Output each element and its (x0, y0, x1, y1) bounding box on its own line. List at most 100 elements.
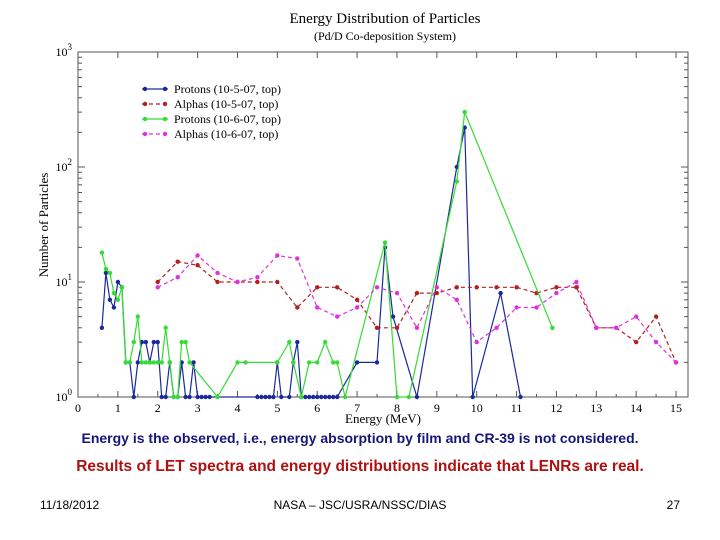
data-point (291, 360, 296, 365)
data-point (187, 360, 192, 365)
x-tick-label: 4 (234, 401, 240, 415)
data-point (494, 285, 499, 290)
data-point (151, 360, 156, 365)
data-point (634, 339, 639, 345)
data-point (518, 394, 523, 400)
legend-marker (142, 101, 148, 107)
data-point (574, 285, 579, 290)
legend-label: Alphas (10-6-07, top) (174, 127, 278, 141)
data-point (187, 394, 192, 400)
series-1 (99, 125, 523, 400)
x-tick-label: 7 (354, 401, 360, 415)
data-point (183, 339, 188, 345)
data-point (382, 240, 388, 245)
data-point (554, 290, 559, 296)
data-point (215, 394, 220, 400)
data-point (215, 270, 220, 276)
data-point (394, 325, 400, 330)
data-point (215, 279, 220, 285)
data-point (394, 290, 400, 296)
data-point (653, 339, 659, 345)
series-2 (155, 259, 679, 365)
data-point (275, 253, 280, 258)
data-point (99, 250, 105, 255)
data-point (235, 360, 240, 365)
data-point (331, 394, 336, 400)
data-point (151, 339, 156, 345)
y-tick-label: 101 (56, 272, 73, 289)
data-point (159, 394, 164, 400)
data-point (374, 360, 380, 365)
data-point (287, 339, 292, 345)
data-point (434, 285, 439, 290)
data-point (275, 360, 280, 365)
chart-title: Energy Distribution of Particles (290, 11, 481, 27)
data-point (263, 394, 268, 400)
data-point (307, 360, 312, 365)
data-point (275, 279, 280, 285)
data-point (331, 360, 336, 365)
data-point (99, 325, 105, 330)
legend-marker (162, 86, 168, 92)
x-tick-label: 8 (394, 401, 400, 415)
data-point (259, 394, 264, 400)
data-point (554, 285, 559, 290)
data-point (103, 266, 109, 272)
data-point (299, 394, 304, 400)
data-point (342, 394, 348, 400)
data-point (653, 314, 659, 319)
data-point (311, 394, 316, 400)
data-point (183, 394, 188, 400)
data-point (167, 360, 172, 365)
legend-label: Protons (10-6-07, top) (174, 112, 281, 126)
legend-label: Alphas (10-5-07, top) (174, 97, 278, 111)
data-point (319, 394, 324, 400)
data-point (307, 394, 312, 400)
data-point (115, 279, 121, 285)
data-point (414, 394, 420, 400)
x-tick-label: 1 (115, 401, 121, 415)
data-point (534, 305, 539, 310)
data-point (175, 259, 180, 264)
data-point (474, 285, 479, 290)
data-point (171, 394, 176, 400)
data-point (131, 339, 136, 345)
x-tick-label: 12 (550, 401, 562, 415)
data-point (175, 275, 180, 280)
data-point (287, 394, 292, 400)
data-point (207, 394, 212, 400)
x-tick-label: 14 (630, 401, 642, 415)
data-point (107, 297, 113, 302)
data-point (414, 325, 420, 330)
data-point (498, 290, 503, 296)
data-point (335, 394, 340, 400)
data-point (295, 339, 300, 345)
data-point (139, 360, 144, 365)
data-point (295, 256, 300, 261)
data-point (470, 394, 475, 400)
x-tick-label: 11 (511, 401, 523, 415)
data-point (199, 394, 204, 400)
data-point (394, 394, 400, 400)
data-point (550, 325, 555, 330)
data-point (255, 394, 260, 400)
data-point (119, 285, 125, 290)
data-point (295, 305, 300, 310)
data-point (390, 314, 396, 319)
legend-marker (142, 86, 148, 92)
data-point (335, 285, 340, 290)
data-point (279, 394, 284, 400)
data-point (315, 360, 320, 365)
data-point (103, 270, 109, 276)
data-point (155, 339, 160, 345)
plot-frame (77, 51, 689, 398)
x-tick-label: 10 (471, 401, 483, 415)
data-point (127, 360, 132, 365)
data-point (354, 297, 360, 302)
data-point (163, 325, 168, 330)
series-line (157, 254, 677, 363)
data-point (354, 305, 360, 310)
data-point (374, 325, 380, 330)
data-point (454, 179, 459, 184)
data-point (203, 394, 208, 400)
